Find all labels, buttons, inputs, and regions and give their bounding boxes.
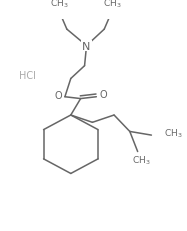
Text: HCl: HCl	[19, 70, 36, 80]
Text: CH$_3$: CH$_3$	[103, 0, 121, 10]
Text: O: O	[99, 90, 107, 100]
Text: CH$_3$: CH$_3$	[164, 127, 183, 139]
Text: O: O	[54, 91, 62, 100]
Text: CH$_3$: CH$_3$	[132, 154, 151, 166]
Text: CH$_3$: CH$_3$	[50, 0, 68, 10]
Text: N: N	[82, 41, 91, 51]
